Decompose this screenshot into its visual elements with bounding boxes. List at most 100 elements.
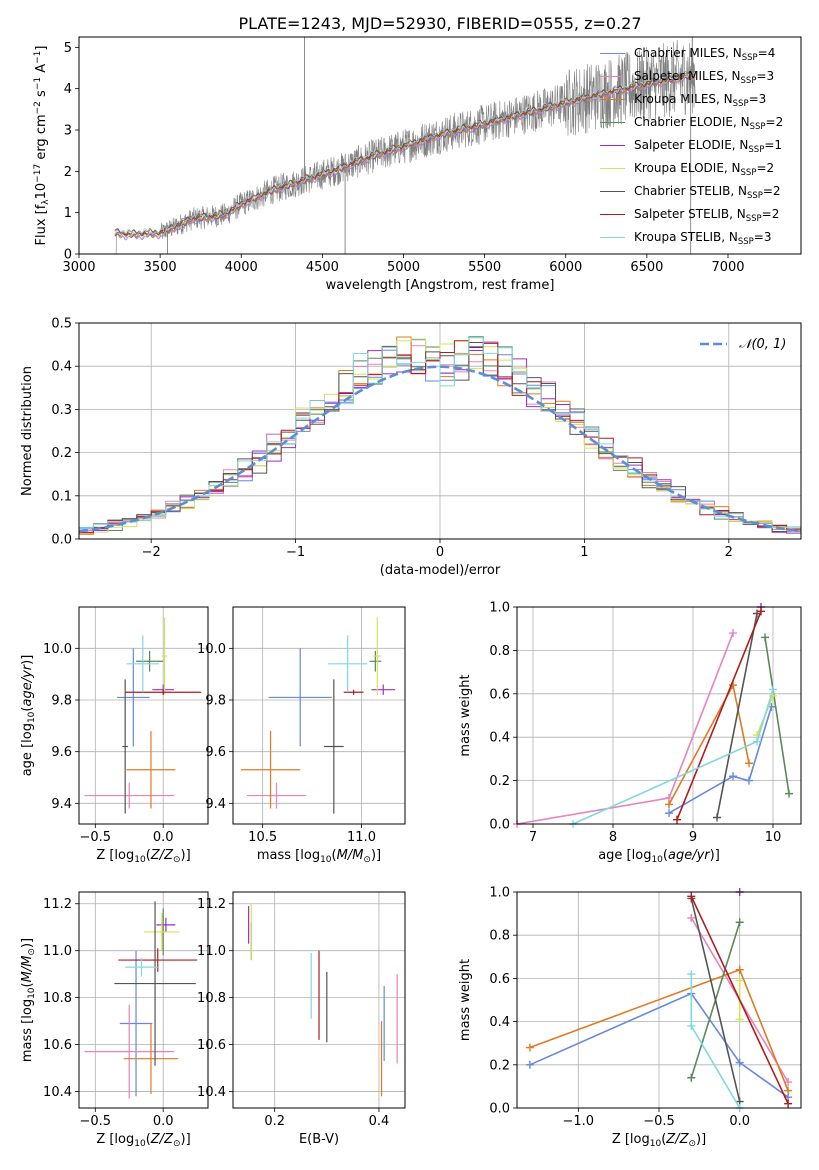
y-tick-label: 1 — [64, 206, 72, 221]
x-tick-label: 1 — [580, 545, 588, 560]
legend: Chabrier MILES, NSSP=4 Salpeter MILES, NS… — [600, 46, 783, 247]
normal-curve — [79, 365, 801, 533]
axes-age_vs_mass: 10.5 11.0 9.4 9.6 9.8 10.0 mass [log10(M/M⊙)] — [197, 606, 406, 865]
weight-line — [690, 895, 789, 1105]
y-tick-label: 9.8 — [205, 694, 226, 709]
data-point — [114, 901, 196, 1066]
errorbar-plot — [84, 617, 202, 814]
weight-marker — [687, 1073, 696, 1082]
y-tick-label: 9.4 — [205, 797, 226, 812]
y-tick-label: 9.4 — [51, 797, 72, 812]
y-tick-label: 9.8 — [51, 694, 72, 709]
weight-series — [525, 965, 793, 1095]
data-point — [126, 635, 160, 693]
data-point — [122, 679, 128, 814]
y-tick-label: 0.2 — [489, 1058, 510, 1073]
weight-line — [529, 992, 789, 1098]
weight-line — [668, 682, 750, 805]
y-tick-label: 0.0 — [489, 1102, 510, 1117]
weight-marker — [687, 1021, 696, 1030]
y-tick-label: 0 — [64, 248, 72, 263]
weight-marker — [735, 1058, 744, 1067]
data-point — [268, 648, 332, 747]
weight-series — [665, 681, 753, 809]
data-point — [343, 689, 364, 695]
legend-entry: Chabrier STELIB, NSSP=2 — [634, 184, 781, 201]
weight-line — [690, 974, 741, 1109]
weight-plot — [525, 888, 793, 1112]
axes-mass_vs_Z: −0.5 0.0 10.4 10.6 10.8 11.0 11.2 Z [log10(Z/Z⊙… — [20, 891, 209, 1149]
data-point — [240, 731, 301, 809]
y-tick-label: 0.0 — [51, 533, 72, 548]
x-axis-label: Z [log10(Z/Z⊙)] — [612, 1132, 706, 1149]
y-tick-label: 9.6 — [51, 745, 72, 760]
legend-entry: Chabrier ELODIE, NSSP=2 — [634, 115, 783, 132]
x-axis-label: Z [log10(Z/Z⊙)] — [96, 1132, 190, 1149]
data-point — [119, 950, 153, 1097]
weight-marker — [687, 913, 696, 922]
y-tick-label: 11.0 — [43, 944, 72, 959]
weight-marker — [785, 789, 793, 798]
legend-entry: Salpeter STELIB, NSSP=2 — [634, 207, 779, 224]
x-tick-label: 0.0 — [153, 830, 174, 845]
weight-marker — [687, 892, 696, 901]
y-tick-label: 10.0 — [43, 642, 72, 657]
x-axis-label: (data-model)/error — [380, 563, 501, 578]
weight-marker — [753, 737, 761, 746]
legend-entry: Salpeter MILES, NSSP=3 — [634, 69, 774, 86]
x-tick-label: 3500 — [144, 260, 177, 275]
weight-marker — [735, 1015, 744, 1024]
weight-series — [513, 629, 737, 828]
plot-frame — [232, 606, 406, 825]
y-tick-label: 1.0 — [489, 601, 510, 616]
y-tick-label: 0.2 — [489, 774, 510, 789]
figure-title: PLATE=1243, MJD=52930, FIBERID=0555, z=0… — [238, 14, 641, 33]
y-tick-label: 0.6 — [489, 687, 510, 702]
data-point — [156, 917, 176, 932]
data-point — [136, 650, 164, 672]
y-tick-label: 2 — [64, 165, 72, 180]
plot-frame — [78, 606, 209, 825]
y-tick-label: 0.5 — [51, 317, 72, 332]
legend-entry: 𝒩(0, 1) — [739, 337, 786, 352]
y-axis-label: Normed distribution — [20, 366, 35, 496]
x-tick-label: 5000 — [387, 260, 420, 275]
data-point — [369, 650, 382, 672]
weight-series — [713, 609, 761, 822]
y-tick-label: 10.4 — [43, 1085, 72, 1100]
data-point — [84, 1004, 175, 1099]
weight-marker — [665, 809, 673, 818]
weight-series — [673, 607, 765, 824]
y-tick-label: 10.0 — [197, 642, 226, 657]
y-tick-label: 10.8 — [197, 991, 226, 1006]
histogram-5 — [79, 338, 801, 534]
legend-entry: Kroupa STELIB, NSSP=3 — [634, 230, 772, 247]
x-tick-label: 2 — [725, 545, 733, 560]
y-tick-label: 10.8 — [43, 991, 72, 1006]
y-tick-label: 0.4 — [489, 731, 510, 746]
y-tick-label: 5 — [64, 41, 72, 56]
legend-entry: Kroupa MILES, NSSP=3 — [634, 92, 766, 109]
y-axis-label: Flux [fλ10−17 erg cm−2 s−1 A−1] — [33, 46, 51, 246]
plot-frame — [78, 891, 209, 1109]
y-tick-label: 3 — [64, 124, 72, 139]
weight-marker — [673, 815, 681, 824]
x-tick-label: 9 — [689, 830, 697, 845]
errorbar-plot — [240, 617, 396, 814]
x-tick-label: −2 — [142, 545, 161, 560]
x-tick-label: −0.5 — [80, 1114, 112, 1129]
weight-marker — [769, 685, 777, 694]
model-fit-line — [114, 70, 696, 236]
x-tick-label: 0 — [436, 545, 444, 560]
legend-entry: Salpeter ELODIE, NSSP=1 — [634, 138, 782, 155]
x-axis-label: Z [log10(Z/Z⊙)] — [96, 848, 190, 865]
y-tick-label: 11.0 — [197, 944, 226, 959]
plot-frame — [78, 322, 802, 540]
weight-series — [687, 892, 793, 1108]
weight-series — [569, 685, 777, 828]
y-tick-label: 11.2 — [197, 897, 226, 912]
x-axis-label: E(B-V) — [299, 1132, 339, 1147]
y-tick-label: 0.8 — [489, 644, 510, 659]
data-point — [84, 782, 175, 809]
